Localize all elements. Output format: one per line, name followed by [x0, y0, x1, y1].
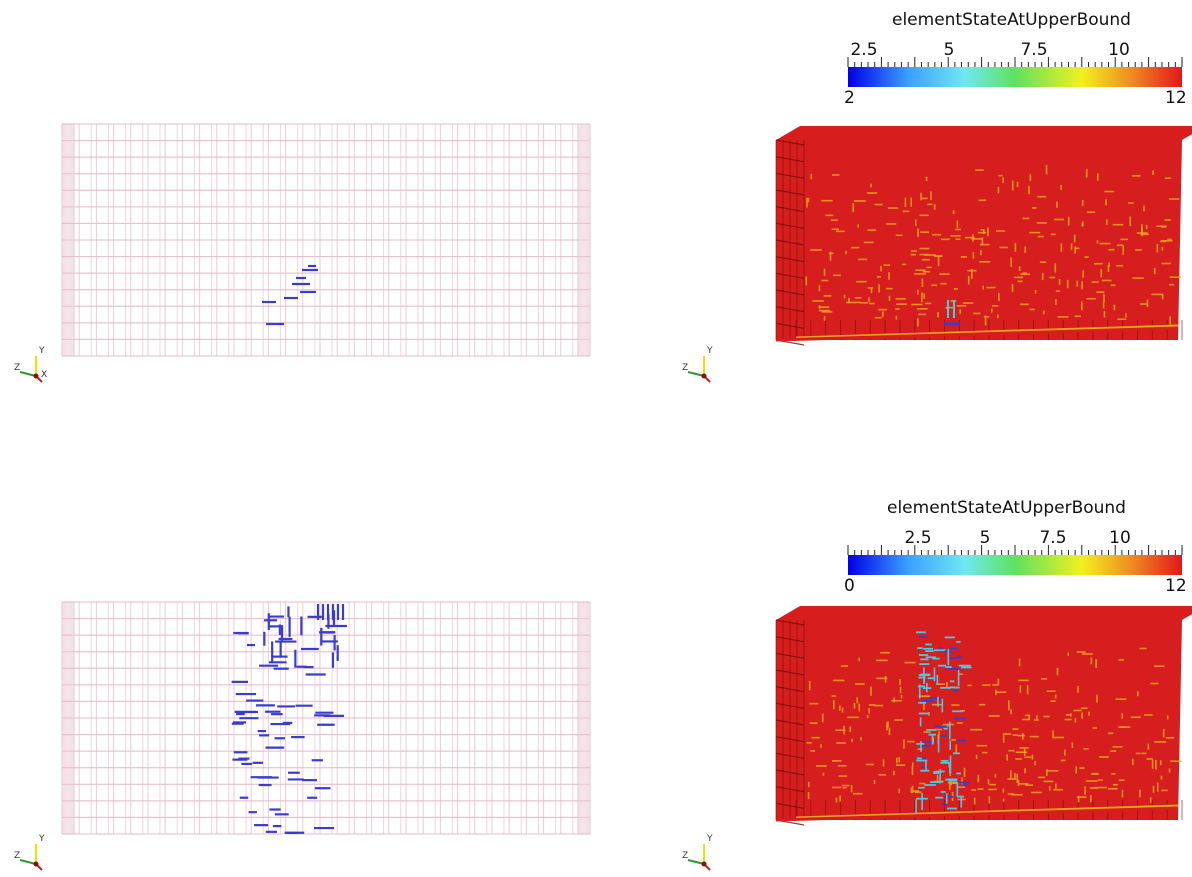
- wireframe-mesh-red: [775, 126, 1192, 346]
- axis-x-label: X: [41, 370, 48, 380]
- legend-tick: 5: [943, 40, 955, 60]
- legend-max: 12: [1165, 576, 1187, 596]
- axis-z-label: Z: [682, 851, 689, 861]
- legend-tick: 5: [979, 528, 991, 548]
- orientation-axes: Y Z: [14, 834, 54, 874]
- viewport-bottom-right[interactable]: elementStateAtUpperBound 2.5 5 7.5 10 0 …: [600, 440, 1192, 877]
- legend-tick: 10: [1109, 528, 1131, 548]
- legend-tick: 10: [1108, 40, 1130, 60]
- legend-min: 0: [844, 576, 855, 596]
- color-bar: [847, 545, 1183, 575]
- wireframe-mesh-pink: [61, 601, 591, 835]
- orientation-axes: Y Z X: [14, 346, 54, 386]
- wireframe-mesh-red: [775, 606, 1192, 826]
- viewport-top-left[interactable]: Y Z X: [0, 0, 600, 420]
- wireframe-mesh-pink: [61, 123, 591, 357]
- axis-y-label: Y: [39, 346, 45, 356]
- axis-z-label: Z: [14, 851, 21, 861]
- orientation-axes: Y Z: [682, 834, 722, 874]
- color-bar: [847, 57, 1183, 87]
- legend-min: 2: [844, 88, 855, 108]
- viewport-bottom-left[interactable]: Y Z: [0, 440, 600, 877]
- legend-title: elementStateAtUpperBound: [887, 498, 1126, 518]
- legend-max: 12: [1165, 88, 1187, 108]
- axis-z-label: Z: [14, 363, 21, 373]
- axis-y-label: Y: [39, 834, 45, 844]
- legend-title: elementStateAtUpperBound: [892, 10, 1131, 30]
- axis-y-label: Y: [707, 346, 713, 356]
- viewport-top-right[interactable]: elementStateAtUpperBound 2.5 5 7.5 10 2 …: [600, 0, 1192, 420]
- legend-tick: 7.5: [1039, 528, 1067, 548]
- legend-tick: 7.5: [1020, 40, 1048, 60]
- axis-z-label: Z: [682, 363, 689, 373]
- orientation-axes: Y Z: [682, 346, 722, 386]
- legend-tick: 2.5: [850, 40, 878, 60]
- legend-tick: 2.5: [904, 528, 932, 548]
- axis-y-label: Y: [707, 834, 713, 844]
